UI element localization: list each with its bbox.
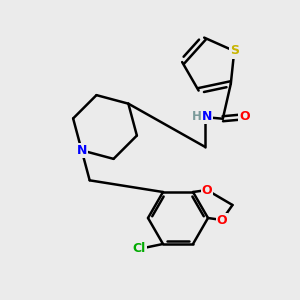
Text: H: H [192,110,202,123]
Text: O: O [239,110,250,123]
Text: N: N [76,144,87,157]
Text: N: N [202,110,212,123]
Text: Cl: Cl [132,242,146,256]
Text: S: S [230,44,239,58]
Text: O: O [217,214,227,226]
Text: O: O [202,184,212,196]
